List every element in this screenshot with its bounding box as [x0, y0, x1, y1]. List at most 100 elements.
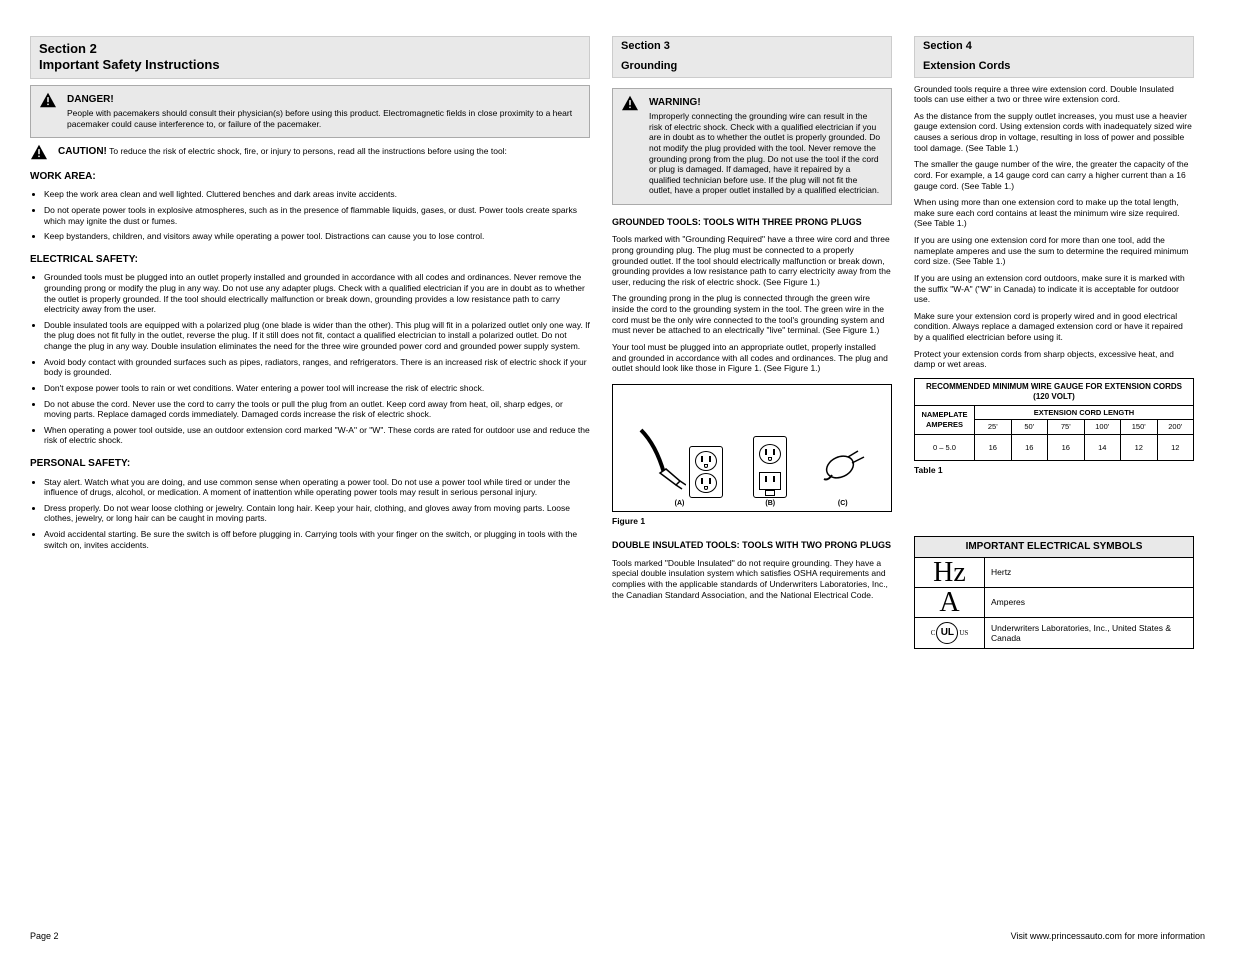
footer-link-text: Visit www.princessauto.com for more info… [1011, 931, 1205, 942]
adapter-plug-icon [818, 445, 868, 495]
column-1: Section 2 Important Safety Instructions … [30, 30, 590, 649]
danger-text: People with pacemakers should consult th… [67, 108, 579, 129]
warning-triangle-icon [621, 95, 639, 111]
ul-symbol-icon: C UL US [915, 618, 985, 648]
page-number: Page 2 [30, 931, 59, 942]
symbol-desc: Hertz [985, 558, 1193, 587]
hertz-symbol-icon: Hz [915, 558, 985, 587]
outlet-icon [689, 446, 723, 498]
section-title: Grounding [613, 57, 891, 77]
grounded-p2: The grounding prong in the plug is conne… [612, 293, 892, 336]
warning-label: WARNING! [649, 97, 881, 110]
table-1-title: Table 1 [914, 465, 1194, 476]
symbol-row: Hz Hertz [915, 558, 1193, 588]
section-3-header: Section 3 Grounding [612, 36, 892, 78]
section-number: Section 2 [31, 37, 589, 57]
plug-cord-icon [636, 425, 686, 495]
section-title: Extension Cords [915, 57, 1193, 77]
workarea-heading: WORK AREA: [30, 171, 590, 184]
grounded-heading: GROUNDED TOOLS: TOOLS WITH THREE PRONG P… [612, 217, 892, 228]
list-item: Avoid accidental starting. Be sure the s… [44, 529, 590, 550]
ext-amp-range: 0 – 5.0 [915, 435, 975, 460]
warning-box: WARNING! Improperly connecting the groun… [612, 88, 892, 206]
di-heading: DOUBLE INSULATED TOOLS: TOOLS WITH TWO P… [612, 540, 892, 551]
ext-p8: Protect your extension cords from sharp … [914, 349, 1194, 370]
symbols-header: IMPORTANT ELECTRICAL SYMBOLS [915, 537, 1193, 559]
column-2: Section 3 Grounding WARNING! Improperly … [612, 30, 892, 649]
ext-gauge: 16 [975, 435, 1012, 460]
electrical-heading: ELECTRICAL SAFETY: [30, 254, 590, 267]
ext-gauge: 16 [1012, 435, 1049, 460]
ext-length-label: EXTENSION CORD LENGTH [975, 406, 1193, 420]
workarea-list: Keep the work area clean and well lighte… [30, 189, 590, 242]
ext-p2: As the distance from the supply outlet i… [914, 111, 1194, 154]
caution-label: CAUTION! [58, 146, 107, 157]
ext-gauge: 12 [1158, 435, 1194, 460]
page-footer: Page 2 Visit www.princessauto.com for mo… [30, 931, 1205, 942]
fig1-label-c: (C) [818, 500, 868, 509]
list-item: Do not operate power tools in explosive … [44, 205, 590, 226]
grounded-p1: Tools marked with "Grounding Required" h… [612, 234, 892, 287]
symbol-desc: Amperes [985, 588, 1193, 617]
fig1-label-b: (B) [753, 500, 787, 509]
list-item: Avoid body contact with grounded surface… [44, 357, 590, 378]
caution-text: To reduce the risk of electric shock, fi… [109, 146, 507, 156]
ext-gauge: 16 [1048, 435, 1085, 460]
personal-list: Stay alert. Watch what you are doing, an… [30, 477, 590, 551]
ext-gauge: 14 [1085, 435, 1122, 460]
section-2-header: Section 2 Important Safety Instructions [30, 36, 590, 79]
warning-text: Improperly connecting the grounding wire… [649, 111, 881, 196]
list-item: Grounded tools must be plugged into an o… [44, 272, 590, 315]
list-item: Keep the work area clean and well lighte… [44, 189, 590, 200]
list-item: Keep bystanders, children, and visitors … [44, 231, 590, 242]
symbols-table: IMPORTANT ELECTRICAL SYMBOLS Hz Hertz A … [914, 536, 1194, 650]
caution-block: CAUTION! To reduce the risk of electric … [30, 146, 590, 159]
outlet-adapter-icon [753, 436, 787, 498]
section-number: Section 3 [613, 37, 891, 57]
ext-len: 75' [1048, 420, 1085, 433]
column-3: Section 4 Extension Cords Grounded tools… [914, 30, 1194, 649]
symbol-desc: Underwriters Laboratories, Inc., United … [985, 618, 1193, 648]
ext-len: 25' [975, 420, 1012, 433]
fig1-item-c: (C) [818, 445, 868, 509]
list-item: Don't expose power tools to rain or wet … [44, 383, 590, 394]
grounded-p3: Your tool must be plugged into an approp… [612, 342, 892, 374]
list-item: Dress properly. Do not wear loose clothi… [44, 503, 590, 524]
ext-gauges-row: 16 16 16 14 12 12 [975, 435, 1193, 460]
ext-lengths-row: 25' 50' 75' 100' 150' 200' [975, 420, 1193, 434]
danger-box: DANGER! People with pacemakers should co… [30, 85, 590, 139]
ext-p4: When using more than one extension cord … [914, 197, 1194, 229]
ext-p1: Grounded tools require a three wire exte… [914, 84, 1194, 105]
ext-len: 200' [1158, 420, 1194, 433]
ext-p3: The smaller the gauge number of the wire… [914, 159, 1194, 191]
ext-len: 100' [1085, 420, 1122, 433]
electrical-list: Grounded tools must be plugged into an o… [30, 272, 590, 446]
ext-p5: If you are using one extension cord for … [914, 235, 1194, 267]
figure-1: (A) (B) [612, 384, 892, 512]
symbol-row: C UL US Underwriters Laboratories, Inc.,… [915, 618, 1193, 648]
ext-p7: Make sure your extension cord is properl… [914, 311, 1194, 343]
extension-cord-table: RECOMMENDED MINIMUM WIRE GAUGE FOR EXTEN… [914, 378, 1194, 461]
fig1-item-a: (A) [636, 425, 723, 509]
fig1-item-b: (B) [753, 436, 787, 509]
ext-len: 50' [1012, 420, 1049, 433]
list-item: Double insulated tools are equipped with… [44, 320, 590, 352]
ext-table-header: RECOMMENDED MINIMUM WIRE GAUGE FOR EXTEN… [915, 379, 1193, 406]
list-item: Do not abuse the cord. Never use the cor… [44, 399, 590, 420]
list-item: When operating a power tool outside, use… [44, 425, 590, 446]
ext-gauge: 12 [1121, 435, 1158, 460]
ext-len: 150' [1121, 420, 1158, 433]
warning-triangle-icon [30, 144, 48, 160]
section-title: Important Safety Instructions [31, 57, 589, 77]
list-item: Stay alert. Watch what you are doing, an… [44, 477, 590, 498]
danger-label: DANGER! [67, 94, 579, 107]
di-p1: Tools marked "Double Insulated" do not r… [612, 558, 892, 601]
section-number: Section 4 [915, 37, 1193, 57]
page-columns: Section 2 Important Safety Instructions … [30, 30, 1205, 649]
personal-heading: PERSONAL SAFETY: [30, 458, 590, 471]
ext-p6: If you are using an extension cord outdo… [914, 273, 1194, 305]
symbol-row: A Amperes [915, 588, 1193, 618]
fig1-label-a: (A) [636, 500, 723, 509]
section-4-header: Section 4 Extension Cords [914, 36, 1194, 78]
amperes-symbol-icon: A [915, 588, 985, 617]
